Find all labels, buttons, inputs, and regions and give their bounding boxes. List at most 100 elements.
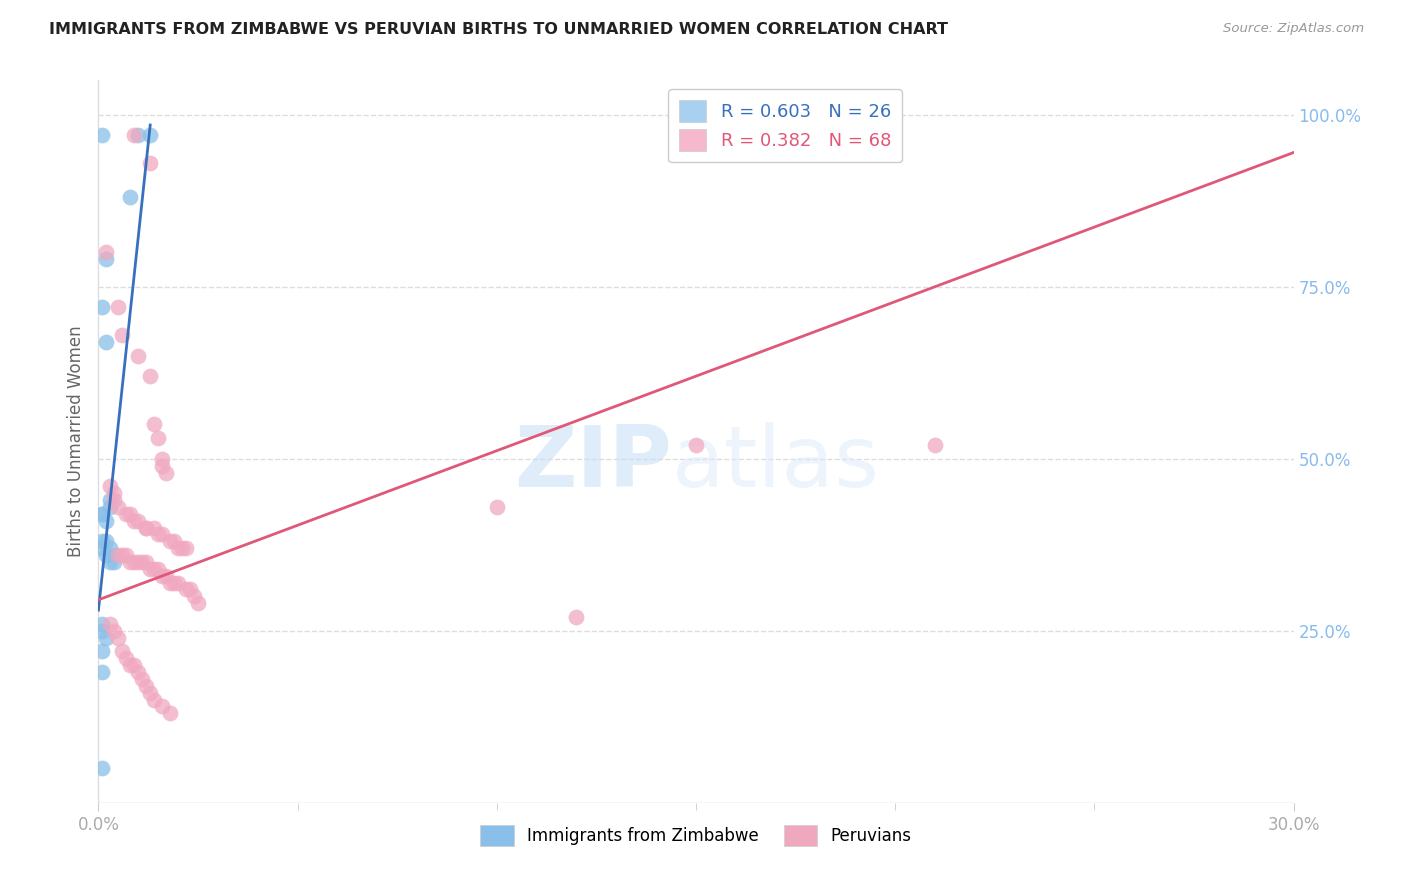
Point — [91, 616, 114, 631]
Point — [174, 541, 197, 556]
Point — [150, 568, 173, 582]
Point — [111, 644, 134, 658]
Point — [115, 548, 138, 562]
Point — [96, 631, 118, 645]
Point — [96, 514, 118, 528]
Point — [91, 624, 114, 638]
Point — [91, 507, 114, 521]
Point — [91, 534, 114, 549]
Point — [135, 520, 157, 534]
Point — [565, 610, 588, 624]
Point — [187, 596, 209, 610]
Point — [103, 486, 125, 500]
Point — [91, 761, 114, 775]
Point — [155, 568, 177, 582]
Point — [174, 582, 197, 597]
Point — [107, 301, 129, 315]
Point — [131, 672, 153, 686]
Point — [139, 156, 162, 170]
Point — [135, 555, 157, 569]
Point — [172, 541, 194, 556]
Point — [148, 562, 170, 576]
Point — [98, 479, 122, 493]
Point — [139, 369, 162, 384]
Point — [150, 527, 173, 541]
Text: ZIP: ZIP — [515, 422, 672, 505]
Point — [120, 190, 142, 204]
Point — [685, 438, 707, 452]
Point — [150, 451, 173, 466]
Point — [143, 520, 166, 534]
Point — [98, 541, 122, 556]
Point — [167, 575, 190, 590]
Point — [159, 575, 181, 590]
Point — [131, 555, 153, 569]
Point — [111, 548, 134, 562]
Point — [96, 548, 118, 562]
Point — [96, 252, 118, 267]
Point — [96, 534, 118, 549]
Point — [91, 665, 114, 679]
Point — [139, 686, 162, 700]
Point — [127, 349, 149, 363]
Point — [98, 500, 122, 514]
Point — [103, 493, 125, 508]
Point — [120, 658, 142, 673]
Point — [135, 520, 157, 534]
Text: atlas: atlas — [672, 422, 880, 505]
Point — [91, 128, 114, 143]
Point — [96, 245, 118, 260]
Point — [135, 679, 157, 693]
Point — [143, 562, 166, 576]
Point — [103, 624, 125, 638]
Point — [91, 644, 114, 658]
Point — [159, 706, 181, 721]
Point — [115, 507, 138, 521]
Point — [107, 548, 129, 562]
Point — [127, 128, 149, 143]
Point — [111, 327, 134, 342]
Point — [163, 534, 186, 549]
Point — [924, 438, 946, 452]
Point — [127, 555, 149, 569]
Point — [120, 555, 142, 569]
Point — [98, 616, 122, 631]
Point — [148, 431, 170, 445]
Legend: Immigrants from Zimbabwe, Peruvians: Immigrants from Zimbabwe, Peruvians — [474, 819, 918, 852]
Point — [91, 301, 114, 315]
Point — [163, 575, 186, 590]
Text: Source: ZipAtlas.com: Source: ZipAtlas.com — [1223, 22, 1364, 36]
Point — [124, 555, 146, 569]
Point — [183, 590, 205, 604]
Point — [107, 631, 129, 645]
Point — [107, 500, 129, 514]
Point — [139, 128, 162, 143]
Y-axis label: Births to Unmarried Women: Births to Unmarried Women — [66, 326, 84, 558]
Point — [485, 500, 508, 514]
Point — [159, 534, 181, 549]
Point — [98, 555, 122, 569]
Point — [167, 541, 190, 556]
Point — [91, 507, 114, 521]
Point — [139, 562, 162, 576]
Point — [143, 692, 166, 706]
Point — [179, 582, 201, 597]
Point — [115, 651, 138, 665]
Point — [127, 665, 149, 679]
Point — [103, 555, 125, 569]
Point — [127, 514, 149, 528]
Point — [150, 458, 173, 473]
Point — [103, 548, 125, 562]
Point — [155, 466, 177, 480]
Point — [124, 514, 146, 528]
Point — [143, 417, 166, 432]
Point — [96, 334, 118, 349]
Point — [98, 493, 122, 508]
Point — [124, 658, 146, 673]
Point — [150, 699, 173, 714]
Point — [148, 527, 170, 541]
Point — [124, 128, 146, 143]
Point — [91, 541, 114, 556]
Point — [120, 507, 142, 521]
Text: IMMIGRANTS FROM ZIMBABWE VS PERUVIAN BIRTHS TO UNMARRIED WOMEN CORRELATION CHART: IMMIGRANTS FROM ZIMBABWE VS PERUVIAN BIR… — [49, 22, 948, 37]
